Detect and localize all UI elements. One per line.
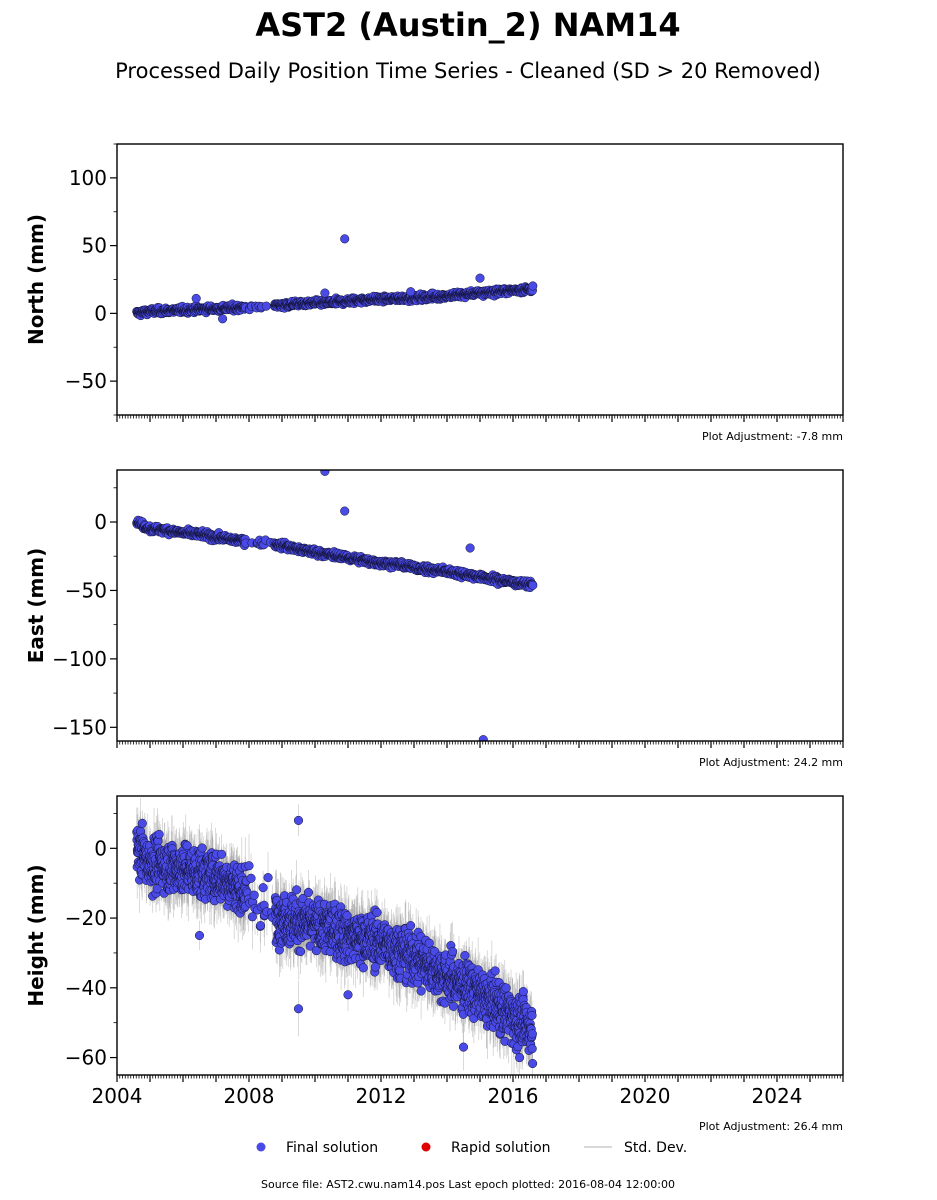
y-tick-label: −50 <box>65 578 107 602</box>
plot-adjustment-note: Plot Adjustment: 24.2 mm <box>699 756 843 769</box>
plot-area-0 <box>132 234 538 324</box>
data-point <box>406 287 416 297</box>
data-point <box>261 301 271 311</box>
data-point <box>528 281 538 291</box>
y-tick-label: 50 <box>82 234 107 258</box>
plot-area-1 <box>132 470 538 741</box>
y-tick-label: 100 <box>69 166 107 190</box>
y-tick-label: −150 <box>52 715 107 739</box>
final-solution-points-0 <box>132 234 538 324</box>
panel-0: −50 0 50 100 North (mm) Plot Adjustment: -7.8… <box>24 143 844 443</box>
plot-area-2 <box>132 798 538 1075</box>
data-point <box>475 273 485 283</box>
panels: −50 0 50 100 North (mm) Plot Adjustment: -7.8… <box>24 143 844 1133</box>
data-point <box>528 580 538 590</box>
chart-subtitle: Processed Daily Position Time Series - C… <box>115 59 821 83</box>
y-tick-label: −50 <box>65 369 107 393</box>
data-point <box>478 735 488 741</box>
y-tick-label: 0 <box>94 301 107 325</box>
plot-adjustment-note: Plot Adjustment: -7.8 mm <box>702 430 843 443</box>
data-point <box>340 234 350 244</box>
stddev-bars-1 <box>136 470 534 741</box>
data-point <box>320 470 330 476</box>
data-point <box>465 543 475 553</box>
chart-title: AST2 (Austin_2) NAM14 <box>255 6 680 44</box>
data-point <box>320 288 330 298</box>
data-point <box>218 314 228 324</box>
y-axis-label: North (mm) <box>24 214 48 345</box>
axes-frame-1 <box>116 469 844 742</box>
panel-1: −150 −100 −50 0 East (mm) Plot Adjustment: 24… <box>24 469 844 769</box>
y-tick-label: 0 <box>94 510 107 534</box>
data-point <box>191 293 201 304</box>
y-tick-label: −100 <box>52 647 107 671</box>
y-axis-label: East (mm) <box>24 548 48 664</box>
data-point <box>340 506 350 516</box>
final-solution-points-1 <box>132 470 538 741</box>
